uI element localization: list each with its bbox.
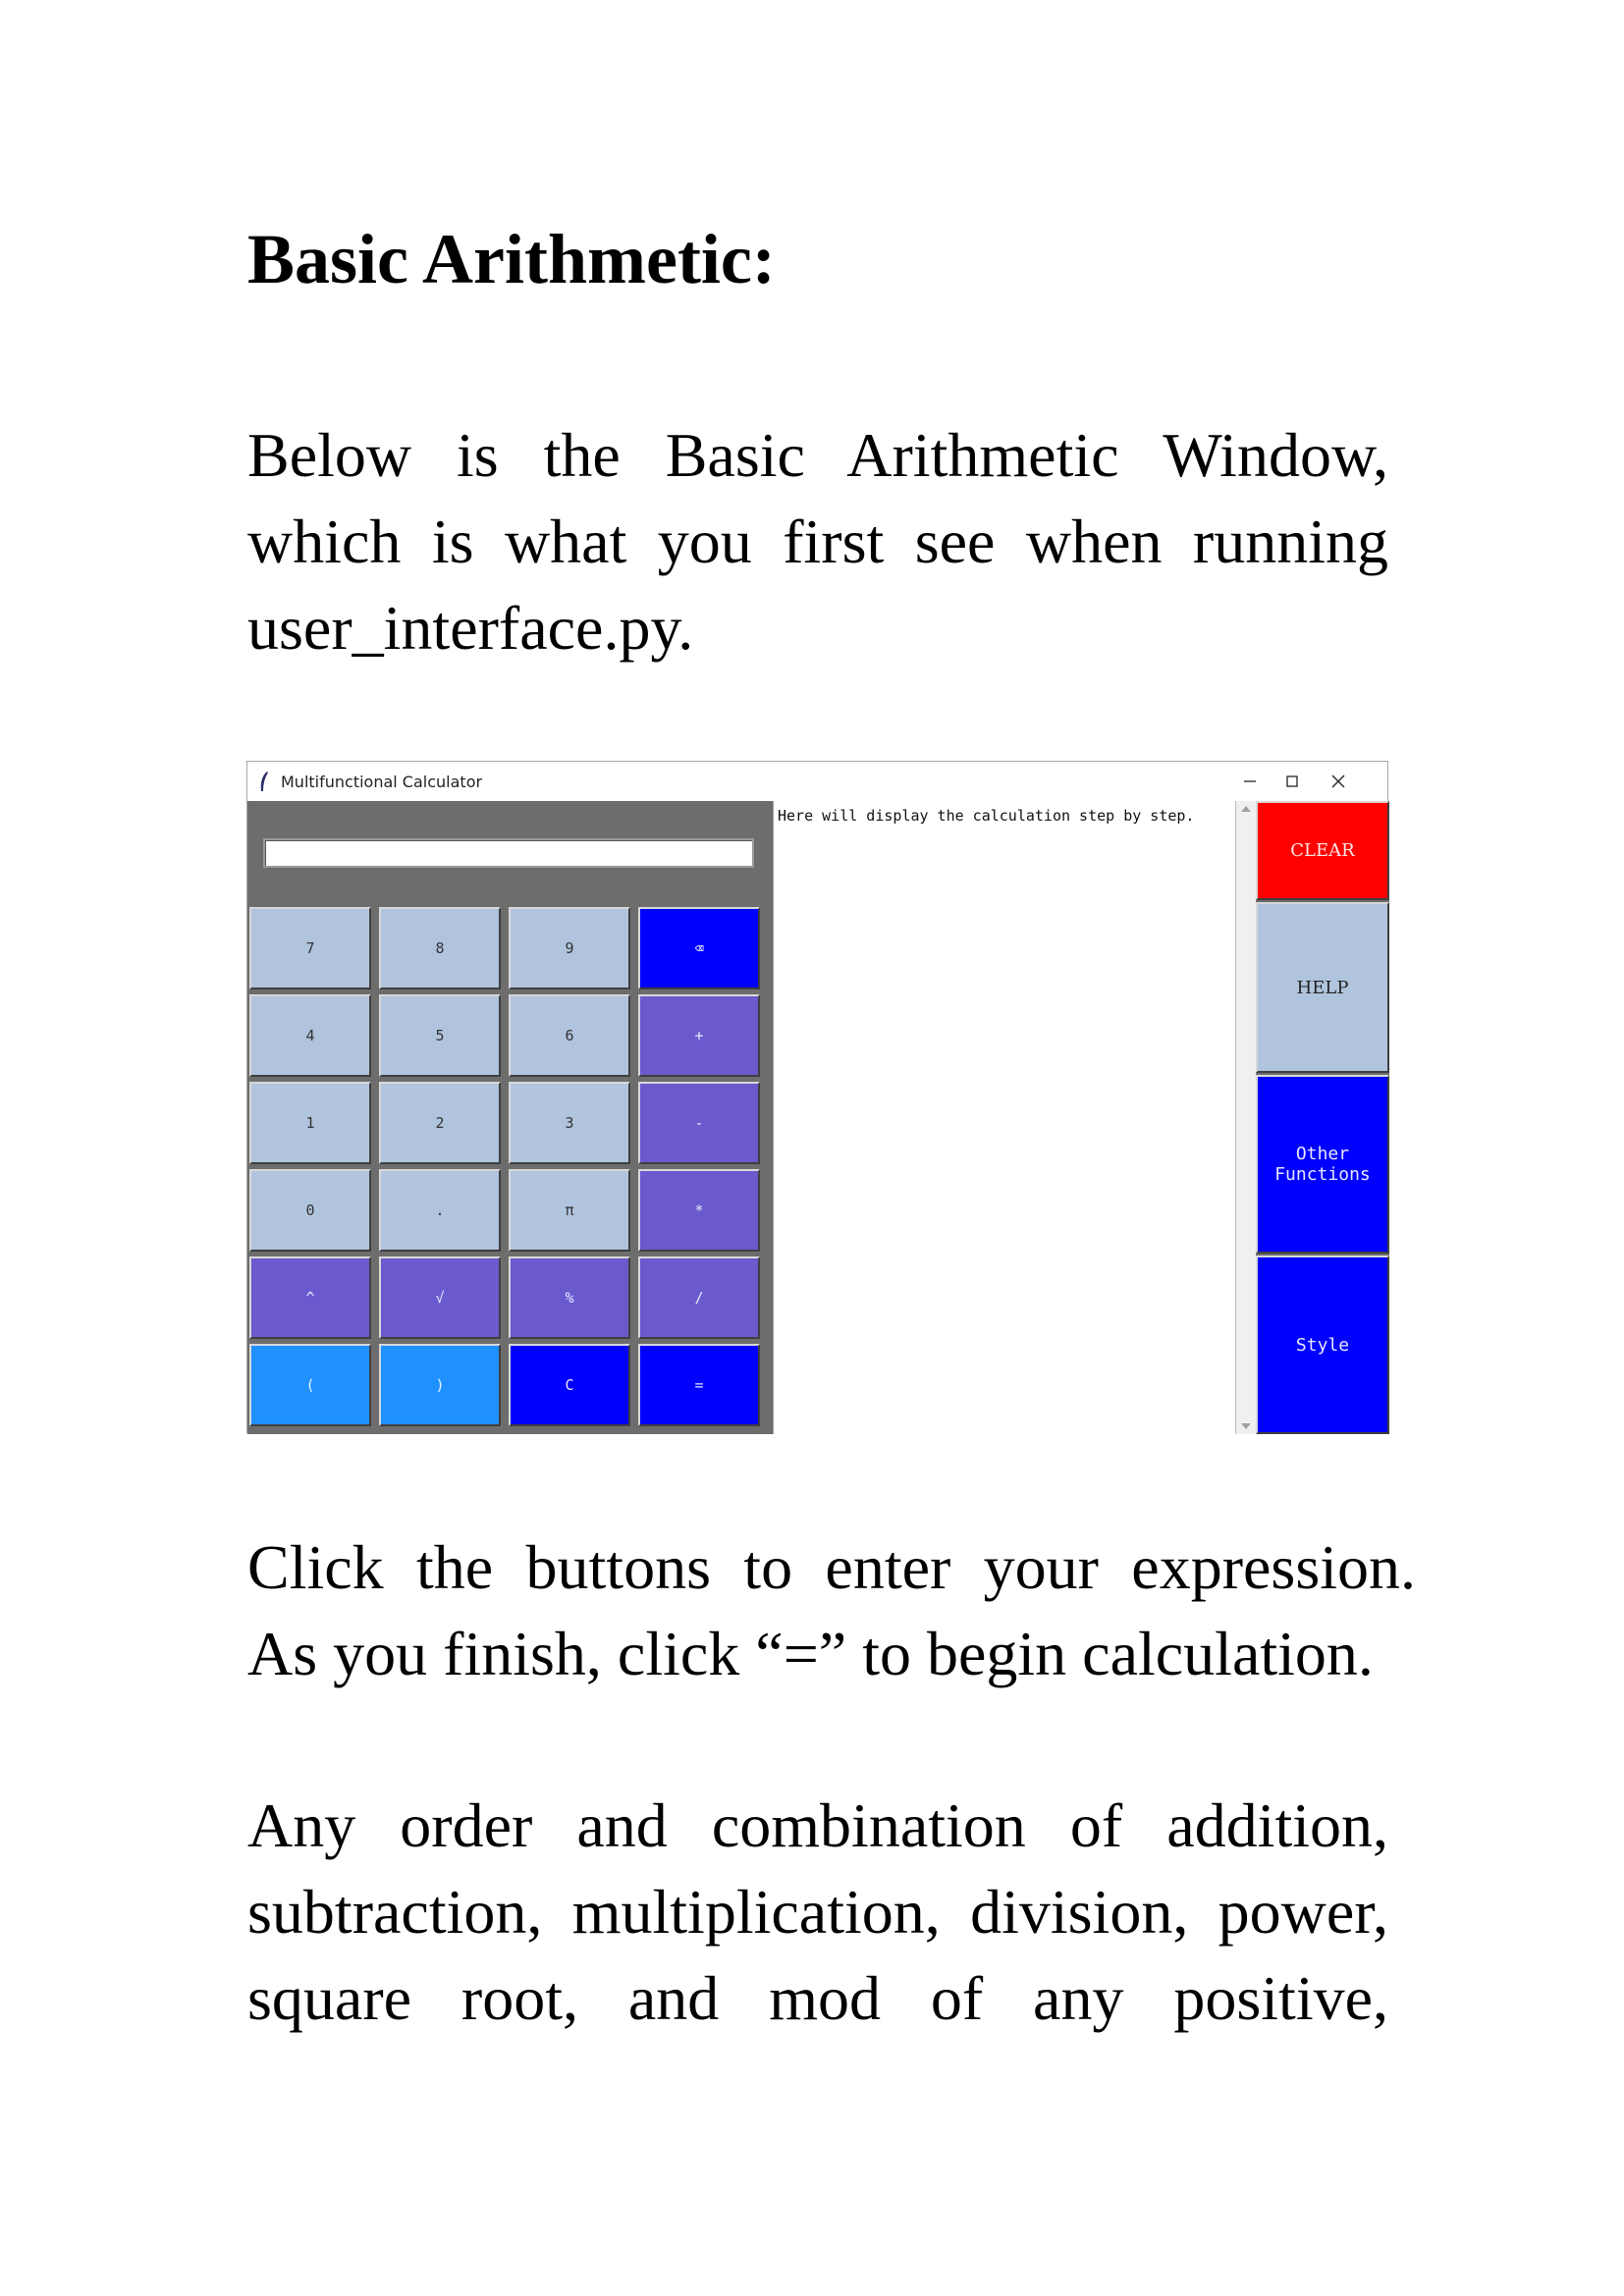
sqrt-button[interactable]: √ (379, 1256, 501, 1339)
multiply-button[interactable]: * (638, 1169, 760, 1252)
plus-button[interactable]: + (638, 994, 760, 1077)
text-line: which is what you first see when running (247, 507, 1388, 576)
keypad-panel: 7 8 9 ⌫ 4 5 6 +1 2 3- 0. π * ^ √% / () C = (247, 801, 773, 1434)
digit-2-button[interactable]: 2 (379, 1082, 501, 1164)
digit-4-button[interactable]: 4 (249, 994, 371, 1077)
feather-icon (260, 772, 268, 791)
text-line: Below is the Basic Arithmetic Window, (247, 420, 1388, 490)
power-button[interactable]: ^ (249, 1256, 371, 1339)
text-line: user_interface.py. (247, 593, 694, 663)
scroll-down-icon[interactable] (1241, 1423, 1251, 1429)
title-bar: Multifunctional Calculator (247, 762, 1387, 801)
pi-button[interactable]: π (509, 1169, 630, 1252)
maximize-icon (1286, 775, 1298, 787)
digit-0-button[interactable]: 0 (249, 1169, 371, 1252)
backspace-button[interactable]: ⌫ (638, 907, 760, 989)
text-line: Any order and combination of addition, (247, 1790, 1388, 1860)
digit-7-button[interactable]: 7 (249, 907, 371, 989)
minimize-button[interactable] (1221, 762, 1278, 801)
close-paren-button[interactable]: ) (379, 1344, 501, 1426)
text-line: square root, and mod of any positive, (247, 1963, 1388, 2033)
divide-button[interactable]: / (638, 1256, 760, 1339)
output-scrollbar[interactable] (1236, 801, 1256, 1434)
digit-6-button[interactable]: 6 (509, 994, 630, 1077)
close-icon (1331, 774, 1345, 788)
window-title: Multifunctional Calculator (281, 773, 483, 791)
section-heading: Basic Arithmetic: (247, 220, 776, 298)
text-line: subtraction, multiplication, division, p… (247, 1877, 1388, 1947)
calculation-steps-output[interactable]: Here will display the calculation step b… (773, 801, 1236, 1434)
c-button[interactable]: C (509, 1344, 630, 1426)
digit-8-button[interactable]: 8 (379, 907, 501, 989)
expression-input[interactable] (263, 838, 754, 868)
scroll-up-icon[interactable] (1241, 806, 1251, 812)
side-panel: CLEAR HELP Other Functions Style (1256, 801, 1389, 1434)
style-button[interactable]: Style (1256, 1255, 1389, 1434)
digit-3-button[interactable]: 3 (509, 1082, 630, 1164)
digit-1-button[interactable]: 1 (249, 1082, 371, 1164)
text-line: As you finish, click “=” to begin calcul… (247, 1619, 1374, 1688)
mod-button[interactable]: % (509, 1256, 630, 1339)
calculator-window-screenshot: Multifunctional Calculator 7 8 9 ⌫ 4 5 6 +1 2 3- 0… (246, 761, 1389, 1434)
equals-button[interactable]: = (638, 1344, 760, 1426)
maximize-button[interactable] (1264, 762, 1321, 801)
close-button[interactable] (1310, 762, 1367, 801)
open-paren-button[interactable]: ( (249, 1344, 371, 1426)
minus-button[interactable]: - (638, 1082, 760, 1164)
instruction-paragraph: Click the buttons to enter your expressi… (247, 1524, 1416, 1697)
output-text: Here will display the calculation step b… (778, 807, 1195, 825)
other-functions-button[interactable]: Other Functions (1256, 1075, 1389, 1254)
intro-paragraph: Below is the Basic Arithmetic Window, wh… (247, 412, 1388, 671)
clear-button[interactable]: CLEAR (1256, 801, 1389, 900)
minimize-icon (1244, 780, 1256, 782)
text-line: Click the buttons to enter your expressi… (247, 1532, 1416, 1602)
decimal-button[interactable]: . (379, 1169, 501, 1252)
help-button[interactable]: HELP (1256, 902, 1389, 1073)
operations-paragraph: Any order and combination of addition, s… (247, 1783, 1388, 2042)
digit-9-button[interactable]: 9 (509, 907, 630, 989)
digit-5-button[interactable]: 5 (379, 994, 501, 1077)
